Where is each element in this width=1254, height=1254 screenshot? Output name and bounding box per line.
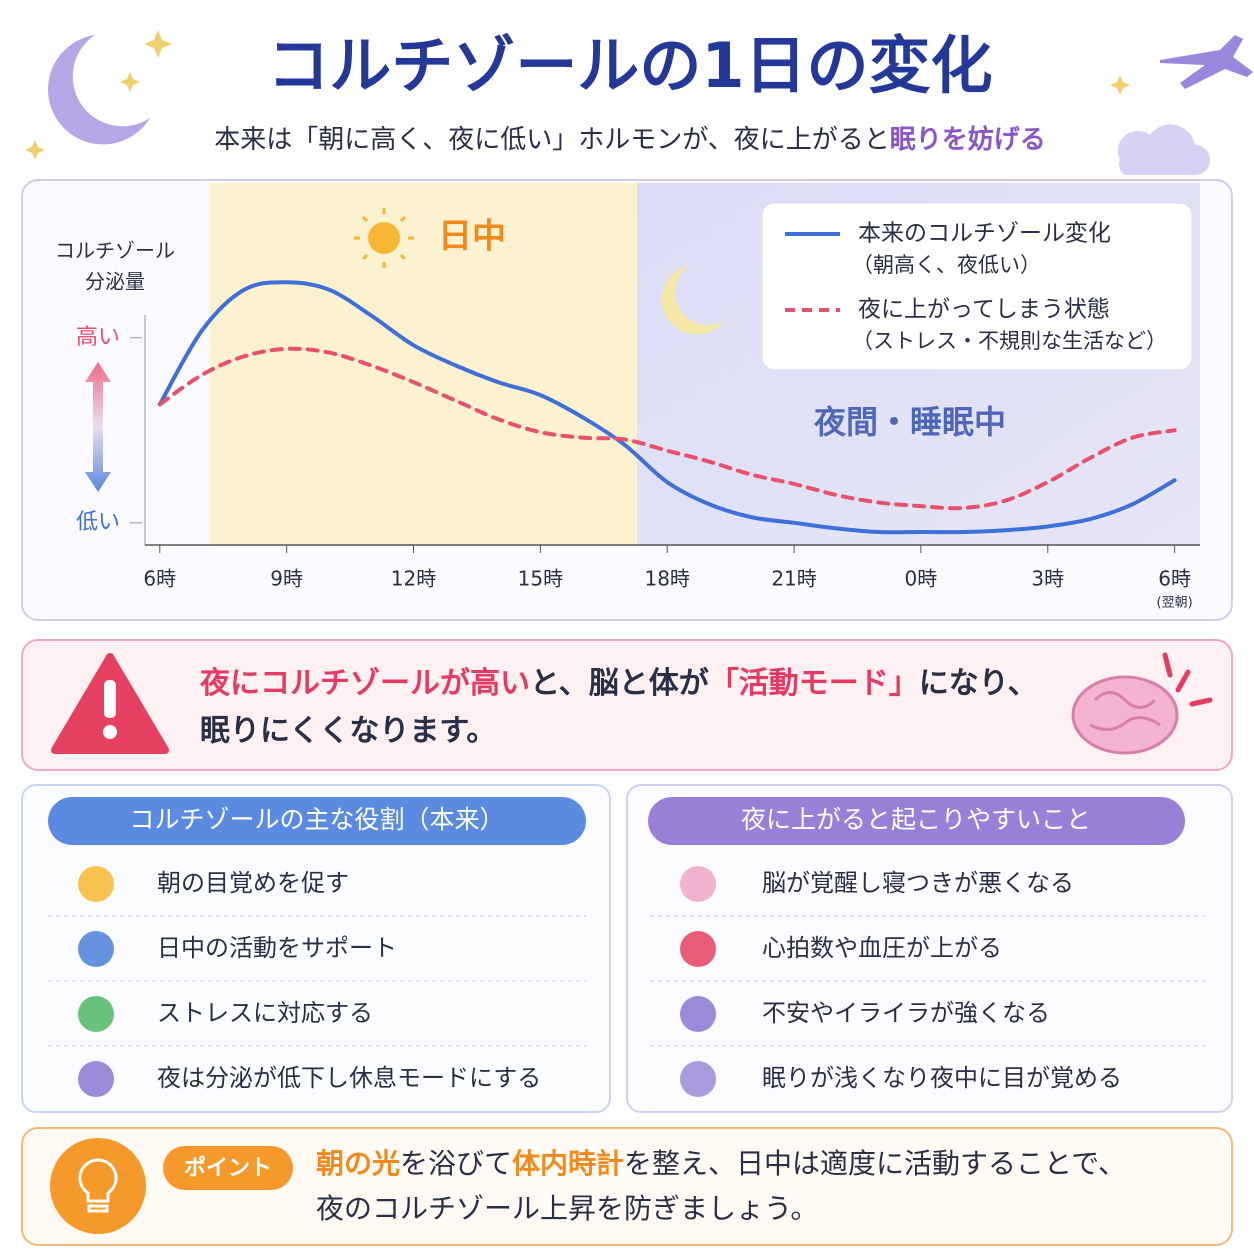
roles-panel	[21, 784, 611, 1113]
subtitle: 本来は「朝に高く、夜に低い」ホルモンが、夜に上がると眠りを妨げる	[214, 124, 1046, 155]
legend-note: （朝高く、夜低い）	[852, 253, 1041, 277]
night-label: 夜間・睡眠中	[813, 403, 1006, 441]
subtitle-text: 本来は「朝に高く、夜に低い」ホルモンが、夜に上がると	[214, 125, 889, 155]
item-icon	[680, 866, 716, 902]
y-tick-label: 高い	[76, 325, 120, 350]
bulb-circle	[50, 1138, 146, 1234]
item-text: 夜は分泌が低下し休息モードにする	[157, 1064, 541, 1092]
alert-lines	[1162, 652, 1213, 707]
subtitle-highlight: 眠りを妨げる	[890, 124, 1046, 155]
bulb-icon	[78, 1158, 118, 1213]
legend-label: 夜に上がってしまう状態	[858, 297, 1110, 323]
warning-em: 夜にコルチゾールが高い	[199, 666, 530, 701]
item-text: 日中の活動をサポート	[157, 934, 397, 962]
x-tick-label: 3時	[1031, 567, 1064, 591]
night-header	[648, 797, 1185, 845]
item-text: 心拍数や血圧が上がる	[762, 934, 1002, 962]
brain-icon	[1071, 675, 1179, 755]
brain-lines	[1089, 691, 1161, 731]
title: コルチゾールの1日の変化	[267, 29, 992, 102]
y-tick-label: 低い	[76, 510, 120, 535]
point-em: 体内時計	[512, 1147, 624, 1180]
day-band	[210, 183, 637, 545]
item-icon	[78, 1061, 114, 1097]
warning-text: 眠りにくくなります。	[200, 714, 496, 749]
night-title: 夜に上がると起こりやすいこと	[741, 805, 1091, 834]
moon-icon	[48, 35, 151, 145]
x-tick-label: 12時	[391, 567, 436, 591]
series-line	[157, 346, 1177, 511]
point-line: 朝の光を浴びて体内時計を整え、日中は適度に活動することで、	[316, 1147, 1126, 1180]
day-label: 日中	[438, 217, 506, 257]
x-tick-label: 0時	[905, 567, 938, 591]
sun-rays	[354, 208, 414, 268]
x-tick-label: 9時	[270, 567, 303, 591]
item-text: 眠りが浅くなり夜中に目が覚める	[762, 1064, 1122, 1092]
legend-label: 本来のコルチゾール変化	[858, 221, 1111, 247]
point-text: を整え、日中は適度に活動することで、	[624, 1147, 1126, 1180]
point-box	[21, 1127, 1233, 1246]
roles-header	[48, 797, 586, 845]
warning-line: 夜にコルチゾールが高いと、脳と体が「活動モード」になり、	[199, 666, 1038, 701]
warning-text: になり、	[919, 666, 1038, 701]
point-em: 朝の光	[316, 1147, 400, 1180]
item-text: 脳が覚醒し寝つきが悪くなる	[762, 869, 1074, 897]
item-text: ストレスに対応する	[157, 999, 373, 1027]
legend-note: （ストレス・不規則な生活など）	[852, 329, 1167, 353]
warning-text: と、脳と体が	[530, 666, 709, 701]
item-icon	[680, 996, 716, 1032]
x-tick-label: 21時	[771, 567, 816, 591]
plane-icon	[1160, 35, 1253, 89]
y-label: コルチゾール	[55, 239, 175, 263]
x-tick-label: 6時	[143, 567, 176, 591]
item-icon	[78, 866, 114, 902]
x-tick-label: 6時	[1158, 567, 1191, 591]
series-line	[157, 280, 1177, 535]
item-icon	[78, 996, 114, 1032]
warning-mark	[104, 680, 116, 718]
item-icon	[680, 1061, 716, 1097]
warning-dot	[103, 725, 117, 739]
x-tick-label: 18時	[644, 567, 689, 591]
item-text: 不安やイライラが強くなる	[762, 999, 1050, 1027]
item-text: 朝の目覚めを促す	[157, 869, 349, 897]
item-icon	[680, 931, 716, 967]
point-badge-text: ポイント	[184, 1155, 272, 1181]
night-moon	[661, 265, 725, 335]
cloud	[1117, 124, 1210, 175]
x-tick-label: 15時	[518, 567, 563, 591]
roles-title: コルチゾールの主な役割（本来）	[129, 805, 504, 834]
point-text: 夜のコルチゾール上昇を防ぎましょう。	[316, 1192, 818, 1225]
legend	[761, 202, 1193, 371]
item-icon	[78, 931, 114, 967]
night-panel	[626, 784, 1233, 1113]
warning-box	[21, 639, 1233, 771]
point-text: を浴びて	[400, 1147, 512, 1180]
warning-em: 「活動モード」	[709, 666, 919, 701]
point-badge	[163, 1146, 293, 1190]
y-label: 分泌量	[85, 270, 145, 294]
sun-icon	[368, 222, 400, 254]
x-tick-note: (翌朝)	[1157, 596, 1193, 611]
y-arrow	[85, 362, 111, 492]
